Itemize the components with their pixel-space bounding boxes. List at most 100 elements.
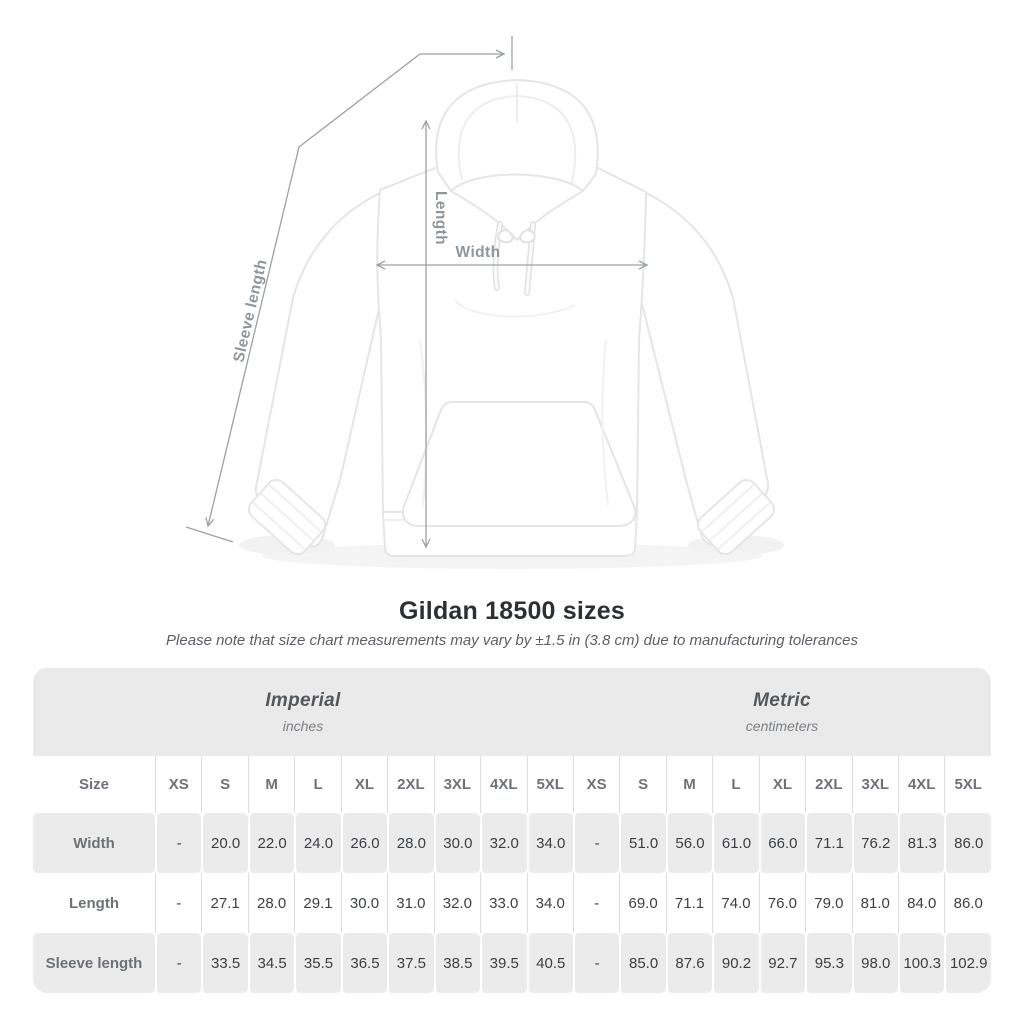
measurement-cell: 31.0 (387, 873, 434, 933)
measurement-cell: 28.0 (387, 813, 434, 873)
measurement-cell: 87.6 (665, 933, 713, 993)
hoodie-right-cuff (696, 478, 776, 556)
measurement-cell: 33.0 (480, 873, 527, 933)
measurement-cell: 27.1 (201, 873, 248, 933)
table-row-width: Width - 20.0 22.0 24.0 26.0 28.0 30.0 32… (33, 813, 991, 873)
measurement-cell: 28.0 (247, 873, 295, 933)
measurement-cell: - (572, 813, 620, 873)
measurement-cell: 71.1 (665, 873, 713, 933)
measurement-cell: - (155, 813, 202, 873)
measurement-cell: 33.5 (201, 933, 248, 993)
measurement-cell: - (572, 873, 620, 933)
measurement-cell: 36.5 (340, 933, 388, 993)
table-row-sleeve-length: Sleeve length - 33.5 34.5 35.5 36.5 37.5… (33, 933, 991, 993)
measurement-cell: 34.0 (526, 873, 573, 933)
measurement-cell: 24.0 (294, 813, 341, 873)
hoodie-illustration (185, 36, 784, 569)
measurement-cell: 86.0 (944, 813, 991, 873)
measurement-cell: 37.5 (387, 933, 434, 993)
page-title: Gildan 18500 sizes (399, 597, 625, 625)
metric-units: centimeters (745, 718, 819, 734)
sleeve-measure-line (205, 53, 421, 528)
measurement-cell: 100.3 (898, 933, 945, 993)
measurement-cell: 32.0 (480, 813, 527, 873)
column-header: S (201, 756, 248, 813)
hoodie-drawstrings (492, 221, 536, 296)
column-header: XL (758, 756, 806, 813)
column-header: 5XL (526, 756, 573, 813)
measurement-cell: 38.5 (433, 933, 481, 993)
measurement-cell: 71.1 (805, 813, 852, 873)
measurement-cell: 35.5 (294, 933, 341, 993)
imperial-units: inches (282, 718, 324, 734)
measurement-cell: 69.0 (619, 873, 666, 933)
hoodie-right-sleeve (640, 191, 770, 546)
width-label: Width (455, 244, 501, 261)
measurement-cell: 30.0 (340, 873, 388, 933)
measurement-cell: 61.0 (712, 813, 759, 873)
column-header: 2XL (387, 756, 434, 813)
measurement-cell: 32.0 (433, 873, 481, 933)
measurement-cell: 85.0 (619, 933, 666, 993)
measurement-cell: 81.3 (898, 813, 945, 873)
measurement-cell: 40.5 (526, 933, 573, 993)
row-label: Sleeve length (33, 933, 155, 993)
measurement-cell: 76.2 (851, 813, 898, 873)
column-header: M (247, 756, 295, 813)
metric-group-header: Metric centimeters (572, 668, 991, 756)
measurement-cell: 95.3 (805, 933, 852, 993)
measurement-cell: 51.0 (619, 813, 666, 873)
measurement-cell: 84.0 (898, 873, 945, 933)
imperial-label: Imperial (265, 690, 341, 711)
column-header: 2XL (805, 756, 852, 813)
column-header: M (665, 756, 713, 813)
measurement-cell: 20.0 (201, 813, 248, 873)
column-header: L (712, 756, 759, 813)
size-table-container: Imperial inches Metric centimeters Size … (33, 668, 991, 993)
column-header: 4XL (480, 756, 527, 813)
column-header: XS (572, 756, 620, 813)
measurement-cell: 90.2 (712, 933, 759, 993)
measurement-cell: - (155, 933, 202, 993)
column-header: XL (340, 756, 388, 813)
imperial-group-header: Imperial inches (33, 668, 573, 756)
size-table: Imperial inches Metric centimeters Size … (33, 668, 991, 993)
row-label: Width (33, 813, 155, 873)
measurement-cell: 39.5 (480, 933, 527, 993)
column-header: 4XL (898, 756, 945, 813)
measurement-cell: - (572, 933, 620, 993)
measurement-cell: 26.0 (340, 813, 388, 873)
measurement-cell: 81.0 (851, 873, 898, 933)
measurement-cell: - (155, 873, 202, 933)
column-header: 3XL (851, 756, 898, 813)
measurement-cell: 22.0 (247, 813, 295, 873)
table-row-length: Length - 27.1 28.0 29.1 30.0 31.0 32.0 3… (33, 873, 991, 933)
column-header: 5XL (944, 756, 991, 813)
measurement-cell: 29.1 (294, 873, 341, 933)
row-label: Length (33, 873, 155, 933)
metric-label: Metric (753, 690, 811, 711)
hoodie-measurement-diagram: Sleeve length Length Width (185, 36, 784, 569)
column-header: XS (155, 756, 202, 813)
column-header: L (294, 756, 341, 813)
measurement-cell: 74.0 (712, 873, 759, 933)
unit-band-row: Imperial inches Metric centimeters (33, 668, 991, 756)
size-header-row: Size XS S M L XL 2XL 3XL 4XL 5XL XS S M … (33, 756, 991, 813)
measurement-cell: 86.0 (944, 873, 991, 933)
measurement-cell: 92.7 (758, 933, 806, 993)
sleeve-end-tick (185, 526, 234, 543)
size-header: Size (33, 756, 155, 813)
measurement-cell: 79.0 (805, 873, 852, 933)
measurement-cell: 34.0 (526, 813, 573, 873)
measurement-cell: 102.9 (944, 933, 991, 993)
hoodie-pocket (401, 401, 637, 527)
measurement-cell: 56.0 (665, 813, 713, 873)
hoodie-left-sleeve (254, 191, 383, 548)
measurement-cell: 34.5 (247, 933, 295, 993)
hoodie-hood (435, 79, 599, 192)
measurement-cell: 76.0 (758, 873, 806, 933)
measurement-cell: 30.0 (433, 813, 481, 873)
length-label: Length (432, 190, 449, 246)
measurement-cell: 66.0 (758, 813, 806, 873)
